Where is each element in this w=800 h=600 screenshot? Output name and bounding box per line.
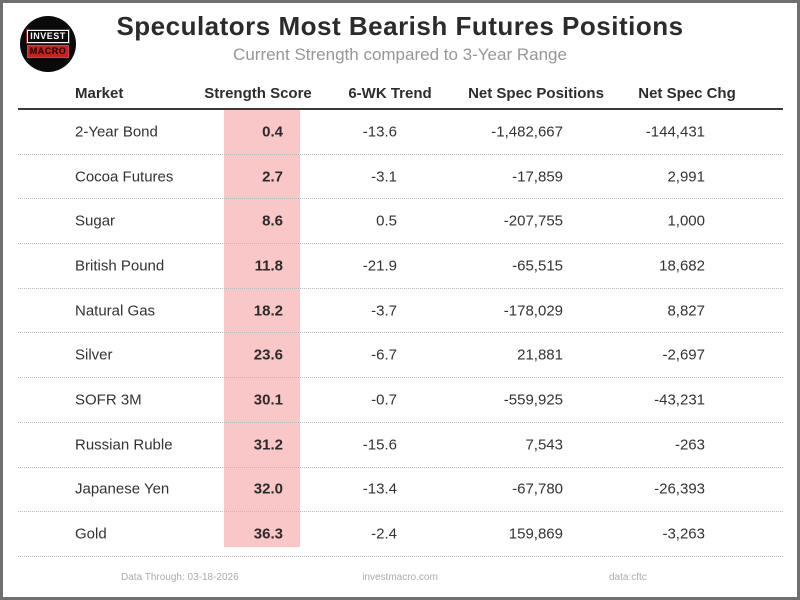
- net-spec-positions-cell: -207,755: [503, 212, 563, 230]
- investmacro-logo-icon: INVEST MACRO: [20, 16, 76, 72]
- column-header-net-spec-chg: Net Spec Chg: [638, 85, 736, 102]
- net-spec-chg-cell: -26,393: [654, 480, 705, 498]
- net-spec-positions-cell: 21,881: [517, 346, 563, 364]
- page-title: Speculators Most Bearish Futures Positio…: [116, 11, 684, 41]
- table-row: Cocoa Futures 2.7 -3.1 -17,859 2,991: [18, 155, 783, 200]
- table-row: Silver 23.6 -6.7 21,881 -2,697: [18, 333, 783, 379]
- trend-cell: -13.4: [362, 480, 397, 498]
- column-header-market: Market: [75, 85, 124, 102]
- table-row: 2-Year Bond 0.4 -13.6 -1,482,667 -144,43…: [18, 110, 783, 155]
- net-spec-chg-cell: 18,682: [659, 257, 705, 275]
- market-cell: British Pound: [75, 257, 165, 275]
- net-spec-positions-cell: -559,925: [503, 391, 563, 409]
- strength-score-cell: 18.2: [253, 302, 283, 320]
- table-row: British Pound 11.8 -21.9 -65,515 18,682: [18, 244, 783, 289]
- page-subtitle: Current Strength compared to 3-Year Rang…: [233, 45, 567, 64]
- table-body: 2-Year Bond 0.4 -13.6 -1,482,667 -144,43…: [18, 110, 783, 557]
- strength-score-cell: 31.2: [253, 436, 283, 454]
- net-spec-positions-cell: -67,780: [512, 480, 563, 498]
- net-spec-chg-cell: 1,000: [667, 212, 705, 230]
- strength-score-cell: 36.3: [253, 525, 283, 543]
- market-cell: Silver: [75, 346, 113, 364]
- footer-data-source: data:cftc: [609, 572, 647, 583]
- net-spec-chg-cell: -3,263: [662, 525, 705, 543]
- table-row: Japanese Yen 32.0 -13.4 -67,780 -26,393: [18, 468, 783, 513]
- trend-cell: -13.6: [362, 123, 397, 141]
- strength-score-cell: 8.6: [262, 212, 283, 230]
- table-row: Sugar 8.6 0.5 -207,755 1,000: [18, 199, 783, 245]
- market-cell: 2-Year Bond: [75, 123, 158, 141]
- logo-line-macro: MACRO: [26, 45, 70, 58]
- strength-score-cell: 2.7: [262, 168, 283, 186]
- trend-cell: -15.6: [362, 436, 397, 454]
- market-cell: Natural Gas: [75, 302, 156, 320]
- trend-cell: 0.5: [376, 212, 397, 230]
- market-cell: SOFR 3M: [75, 391, 142, 409]
- trend-cell: -6.7: [371, 346, 397, 364]
- market-cell: Russian Ruble: [75, 436, 173, 454]
- footer-data-through: Data Through: 03-18-2026: [121, 572, 239, 583]
- table-row: Gold 36.3 -2.4 159,869 -3,263: [18, 512, 783, 557]
- net-spec-positions-cell: -65,515: [512, 257, 563, 275]
- net-spec-positions-cell: 7,543: [525, 436, 563, 454]
- trend-cell: -3.7: [371, 302, 397, 320]
- trend-cell: -3.1: [371, 168, 397, 186]
- table-row: Russian Ruble 31.2 -15.6 7,543 -263: [18, 423, 783, 468]
- net-spec-chg-cell: 2,991: [667, 168, 705, 186]
- table-row: SOFR 3M 30.1 -0.7 -559,925 -43,231: [18, 378, 783, 423]
- net-spec-chg-cell: -43,231: [654, 391, 705, 409]
- net-spec-positions-cell: -17,859: [512, 168, 563, 186]
- market-cell: Sugar: [75, 212, 116, 230]
- net-spec-chg-cell: -144,431: [645, 123, 705, 141]
- net-spec-positions-cell: -1,482,667: [491, 123, 563, 141]
- trend-cell: -0.7: [371, 391, 397, 409]
- header-divider: [18, 108, 783, 110]
- strength-score-highlight-band: [224, 110, 300, 547]
- market-cell: Gold: [75, 525, 107, 543]
- net-spec-chg-cell: 8,827: [667, 302, 705, 320]
- strength-score-cell: 32.0: [253, 480, 283, 498]
- trend-cell: -21.9: [362, 257, 397, 275]
- strength-score-cell: 0.4: [262, 123, 283, 141]
- market-cell: Japanese Yen: [75, 480, 170, 498]
- column-header-strength-score: Strength Score: [204, 85, 312, 102]
- logo-line-invest: INVEST: [27, 30, 69, 43]
- footer-site: investmacro.com: [362, 572, 438, 583]
- column-header-6wk-trend: 6-WK Trend: [348, 85, 432, 102]
- net-spec-chg-cell: -2,697: [662, 346, 705, 364]
- net-spec-chg-cell: -263: [674, 436, 705, 454]
- column-header-net-spec-positions: Net Spec Positions: [468, 85, 604, 102]
- strength-score-cell: 11.8: [254, 257, 283, 275]
- strength-score-cell: 23.6: [253, 346, 283, 364]
- net-spec-positions-cell: -178,029: [503, 302, 563, 320]
- market-cell: Cocoa Futures: [75, 168, 174, 186]
- net-spec-positions-cell: 159,869: [508, 525, 563, 543]
- strength-score-cell: 30.1: [253, 391, 283, 409]
- trend-cell: -2.4: [371, 525, 397, 543]
- table-row: Natural Gas 18.2 -3.7 -178,029 8,827: [18, 289, 783, 334]
